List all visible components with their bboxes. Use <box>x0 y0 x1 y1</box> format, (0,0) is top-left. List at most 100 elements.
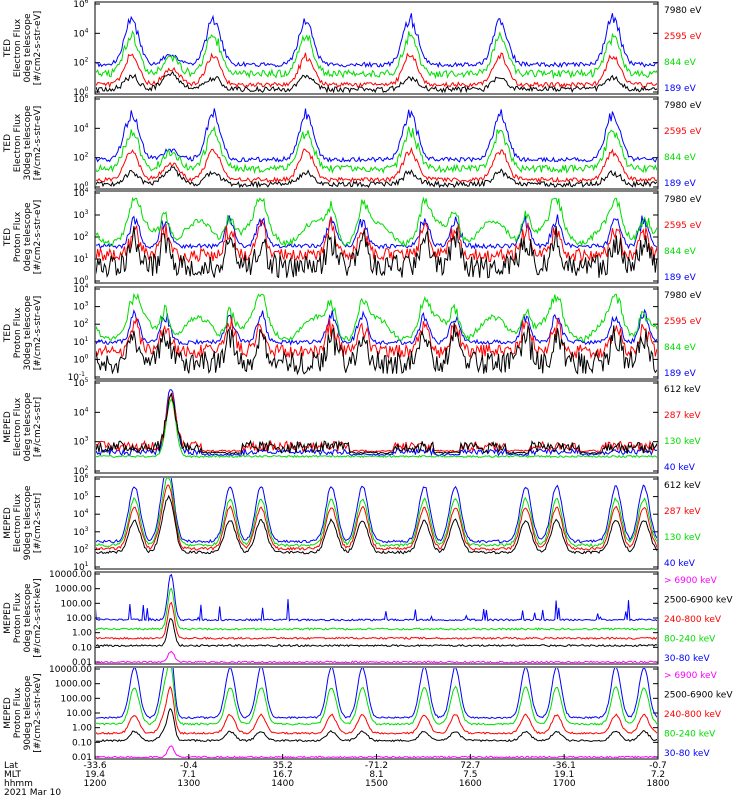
x-tick-lat: 35.2 <box>273 761 293 771</box>
y-tick-label: 104 <box>73 406 88 418</box>
y-axis-label: MEPED Electron Flux 90deg telescope [#/cm2-… <box>3 485 43 560</box>
y-tick-label: 105 <box>73 491 88 503</box>
y-label-line: Proton Flux <box>13 592 23 643</box>
legend-entry: 80-240 keV <box>664 635 716 645</box>
legend-entry: 30-80 keV <box>664 749 710 759</box>
series-2595-ev <box>96 217 657 264</box>
y-tick-label: 101 <box>73 253 88 265</box>
series-30-80-kev <box>96 668 657 720</box>
panel-frame <box>94 476 659 570</box>
x-tick-hhmm: 1500 <box>365 779 388 789</box>
x-tick-lat: -0.4 <box>180 761 198 771</box>
y-tick-label: 106 <box>73 473 88 485</box>
series-7980-ev <box>96 165 657 188</box>
y-axis-label: TED Proton Flux 30deg telescope [#/cm2-s-st… <box>3 295 43 370</box>
legend-entry: 7980 eV <box>664 291 702 301</box>
y-tick-label: 100.00 <box>61 694 93 704</box>
y-label-line: TED <box>3 324 13 343</box>
series-287-kev <box>96 392 657 454</box>
y-tick-label: 1000.00 <box>55 585 92 595</box>
legend-entry: 7980 eV <box>664 195 702 205</box>
y-tick-label: 103 <box>73 526 88 538</box>
y-tick-label: 104 <box>73 508 88 520</box>
legend-entry: > 6900 keV <box>664 671 718 681</box>
series-189-ev <box>96 108 657 163</box>
panel-frame <box>94 1 659 95</box>
date-label: 2021 Mar 10 <box>4 788 61 798</box>
x-tick-lat: -0.7 <box>649 761 667 771</box>
x-tick-hhmm: 1200 <box>84 779 107 789</box>
x-tick-mlt: 16.7 <box>273 770 293 780</box>
y-label-line: 90deg telescope <box>23 485 33 560</box>
series-189-ev <box>96 214 657 250</box>
series-189-ev <box>96 308 657 347</box>
y-label-line: Electron Flux <box>13 113 23 172</box>
y-label-line: MEPED <box>3 507 13 539</box>
y-tick-label: 10000.00 <box>49 570 92 580</box>
series-844-ev <box>96 30 657 80</box>
y-tick-label: 103 <box>73 301 88 313</box>
y-tick-label: 100 <box>73 353 88 365</box>
y-label-line: [#/cm2-s-str-eV] <box>33 200 43 275</box>
series-844-ev <box>96 196 657 249</box>
legend-entry: 287 keV <box>664 411 701 421</box>
legend-entry: 844 eV <box>664 343 697 353</box>
y-label-line: [#/cm2-s-str-eV] <box>33 11 43 86</box>
legend-entry: 844 eV <box>664 153 697 163</box>
legend-entry: 2595 eV <box>664 317 702 327</box>
panel-frame <box>94 380 659 474</box>
y-tick-label: 102 <box>73 57 88 69</box>
y-tick-label: 101 <box>73 336 88 348</box>
legend-entry: 7980 eV <box>664 6 702 16</box>
panel-frame <box>94 286 659 380</box>
legend-entry: 30-80 keV <box>664 654 710 664</box>
series-80-240-kev <box>96 587 657 631</box>
series-612-kev <box>96 494 657 555</box>
legend-entry: 240-800 keV <box>664 615 722 625</box>
panel-8: 10000.00 1000.00 100.00 10.00 1.00 0.10 0.01 ME… <box>3 665 733 763</box>
series-group <box>96 478 657 555</box>
series-240-800-kev <box>96 601 657 640</box>
legend-entry: > 6900 keV <box>664 576 718 586</box>
x-tick-lat: -33.6 <box>83 761 107 771</box>
legend-entry: 2500-6900 keV <box>664 691 733 701</box>
y-tick-label: 106 <box>73 0 88 10</box>
legend-entry: 287 keV <box>664 507 701 517</box>
y-axis-label: MEPED Electron Flux 0deg telescope [#/cm2-s… <box>3 392 43 462</box>
series-189-ev <box>96 13 657 69</box>
series-7980-ev <box>96 70 657 93</box>
series-group <box>96 108 657 188</box>
x-tick-mlt: 19.4 <box>85 770 105 780</box>
y-tick-label: 100.00 <box>61 599 93 609</box>
series-7980-ev <box>96 226 657 279</box>
x-tick-hhmm: 1300 <box>177 779 200 789</box>
legend-entry: 130 keV <box>664 437 701 447</box>
x-tick-hhmm: 1700 <box>553 779 576 789</box>
y-axis-label: MEPED Proton Flux 0deg telescope [#/cm2-s-s… <box>3 578 43 657</box>
y-tick-label: 0.10 <box>72 738 92 748</box>
y-label-line: MEPED <box>3 411 13 443</box>
series-group <box>96 292 657 376</box>
x-row-label-lat: Lat <box>4 761 19 771</box>
y-tick-label: 102 <box>73 318 88 330</box>
y-tick-label: 1.00 <box>72 629 92 639</box>
series-2595-ev <box>96 316 657 360</box>
y-tick-label: 104 <box>73 283 88 295</box>
legend-entry: 2595 eV <box>664 32 702 42</box>
legend-entry: 844 eV <box>664 58 697 68</box>
series-group <box>96 668 657 758</box>
series-40-kev <box>96 478 657 544</box>
y-label-line: Proton Flux <box>13 211 23 262</box>
y-label-line: [#/cm2-s-str-keV] <box>33 673 43 752</box>
y-label-line: 0deg telescope <box>23 13 33 83</box>
series-group <box>96 573 657 663</box>
